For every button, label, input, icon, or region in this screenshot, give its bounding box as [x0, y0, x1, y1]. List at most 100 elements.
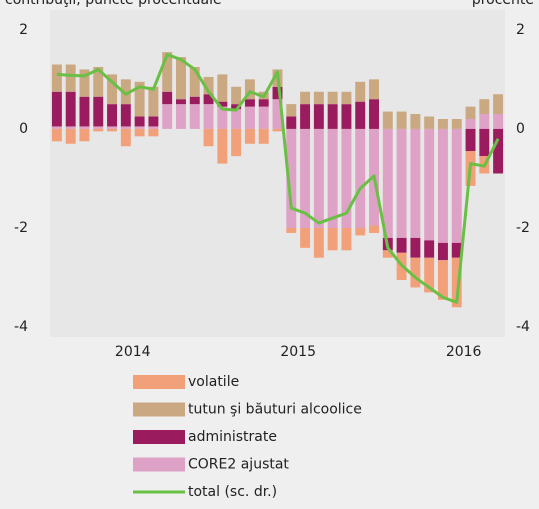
bar-segment [231, 86, 242, 105]
bar-segment [493, 114, 504, 129]
y2-tick-label: -4 [516, 319, 530, 335]
bar-segment [272, 128, 283, 132]
bar-segment [120, 104, 131, 127]
bar-segment [341, 128, 352, 228]
bar-segment [162, 52, 173, 92]
bar-segment [217, 106, 228, 129]
bar-segment [93, 96, 104, 127]
bar-segment [107, 104, 118, 127]
bar-segment [162, 104, 173, 129]
bar-segment [327, 104, 338, 129]
bar-segment [396, 237, 407, 253]
bar-segment [437, 242, 448, 261]
bar-segment [120, 79, 131, 105]
bar-segment [382, 128, 393, 238]
bar-segment [107, 128, 118, 132]
bar-segment [465, 119, 476, 129]
plot-area [50, 10, 505, 337]
bar-segment [327, 128, 338, 228]
bar-segment [465, 106, 476, 119]
bar-segment [327, 228, 338, 251]
bar-segment [286, 116, 297, 129]
bar-segment [107, 126, 118, 129]
bar-segment [134, 81, 145, 117]
bar-segment [313, 128, 324, 228]
total-line [56, 53, 500, 304]
bar-segment [286, 128, 297, 228]
legend-label: total (sc. dr.) [188, 484, 277, 500]
legend-label: tutun şi băuturi alcoolice [188, 402, 362, 418]
bar-segment [51, 128, 62, 142]
bar-segment [217, 128, 228, 164]
bar-segment [231, 109, 242, 129]
bar-segment [313, 91, 324, 105]
bar-segment [493, 128, 504, 174]
bar-segment [382, 111, 393, 129]
bar-segment [203, 104, 214, 129]
bar-segment [148, 116, 159, 127]
legend-swatch [133, 402, 185, 417]
y-tick-label: -4 [14, 319, 28, 335]
bar-segment [437, 260, 448, 300]
bar-segment [341, 104, 352, 129]
bar-segment [451, 242, 462, 258]
bar-segment [369, 99, 379, 129]
bar-segment [79, 128, 90, 142]
bar-segment [341, 91, 352, 105]
legend-swatch [133, 457, 185, 472]
bar-segment [79, 96, 90, 127]
bar-segment [65, 126, 76, 129]
bar-segment [189, 104, 200, 129]
right-axis-label: procente [472, 0, 534, 8]
bar-segment [410, 114, 421, 129]
bar-segment [300, 128, 311, 228]
bar-segment [65, 64, 76, 92]
bar-segment [286, 104, 297, 117]
bar-segment [479, 128, 490, 157]
bar-segment [148, 86, 159, 117]
bar-segment [465, 128, 476, 152]
bar-segment [369, 79, 379, 100]
bar-segment [176, 57, 186, 100]
bar-segment [451, 119, 462, 129]
bar-segment [382, 250, 393, 258]
bar-segment [410, 128, 421, 238]
bar-segment [244, 99, 255, 107]
bar-segment [120, 128, 131, 147]
bar-segment [65, 128, 76, 144]
bar-segment [300, 104, 311, 129]
bar-segment [217, 74, 228, 102]
y-tick-label: 0 [19, 121, 28, 137]
bar-segment [231, 104, 242, 110]
legend-swatch [133, 430, 185, 444]
bar-segment [424, 116, 435, 129]
bar-segment [300, 91, 311, 105]
bar-segment [424, 128, 435, 241]
bar-segment [410, 257, 421, 288]
bar-segment [93, 126, 104, 129]
bar-segment [493, 94, 504, 115]
bar-segment [369, 225, 379, 233]
bar-segment [286, 228, 297, 233]
y2-tick-label: 0 [516, 121, 525, 137]
bar-segment [479, 114, 490, 129]
bar-segment [217, 101, 228, 107]
bar-segment [355, 101, 366, 129]
bar-segment [134, 126, 145, 129]
bar-segment [203, 128, 214, 147]
bar-segment [313, 228, 324, 258]
bar-segment [51, 126, 62, 129]
bar-segment [272, 86, 283, 100]
bar-segment [341, 228, 352, 251]
bar-segment [79, 69, 90, 97]
bar-segment [176, 99, 186, 105]
legend-swatch [133, 375, 185, 389]
bar-segment [203, 94, 214, 105]
bar-segment [424, 240, 435, 258]
bar-segment [148, 128, 159, 137]
bar-segment [479, 99, 490, 115]
bar-segment [134, 116, 145, 127]
bar-segment [437, 128, 448, 243]
bar-segment [51, 91, 62, 127]
bar-segment [244, 79, 255, 100]
